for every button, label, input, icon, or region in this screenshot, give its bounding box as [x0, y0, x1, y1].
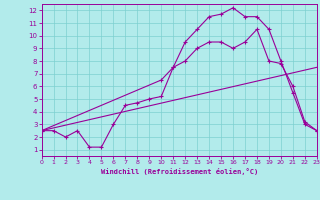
X-axis label: Windchill (Refroidissement éolien,°C): Windchill (Refroidissement éolien,°C) — [100, 168, 258, 175]
